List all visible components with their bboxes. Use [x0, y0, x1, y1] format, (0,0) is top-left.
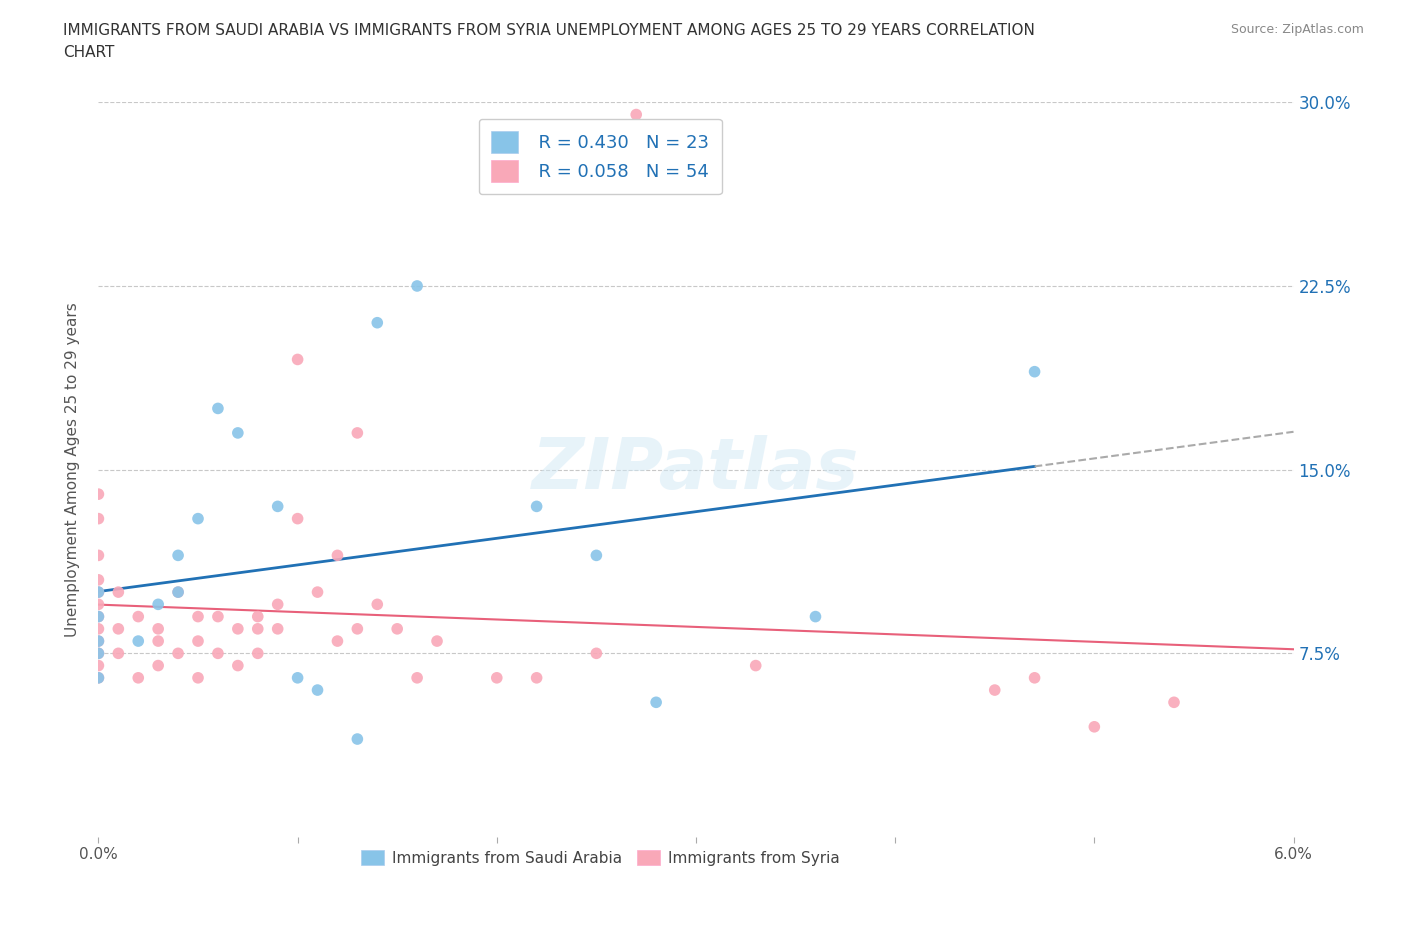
Text: ZIPatlas: ZIPatlas [533, 435, 859, 504]
Point [148, 621, 170, 636]
Point [246, 621, 269, 636]
Point [87, 658, 110, 673]
Point [148, 658, 170, 673]
Point [207, 646, 229, 661]
Point [87, 585, 110, 600]
Point [167, 585, 190, 600]
Point [226, 621, 249, 636]
Point [87, 671, 110, 685]
Point [745, 658, 768, 673]
Point [385, 621, 409, 636]
Point [87, 633, 110, 648]
Point [127, 671, 149, 685]
Point [187, 609, 209, 624]
Point [87, 573, 110, 588]
Point [87, 597, 110, 612]
Point [346, 621, 368, 636]
Point [246, 609, 269, 624]
Point [307, 683, 329, 698]
Point [167, 646, 190, 661]
Point [366, 597, 388, 612]
Point [585, 548, 607, 563]
Point [1163, 695, 1185, 710]
Point [87, 486, 110, 501]
Point [87, 548, 110, 563]
Point [287, 671, 309, 685]
Point [526, 498, 548, 513]
Point [87, 512, 110, 526]
Point [485, 671, 508, 685]
Point [187, 512, 209, 526]
Y-axis label: Unemployment Among Ages 25 to 29 years: Unemployment Among Ages 25 to 29 years [65, 302, 80, 637]
Point [406, 279, 429, 294]
Point [645, 695, 668, 710]
Point [207, 401, 229, 416]
Point [87, 646, 110, 661]
Point [804, 609, 827, 624]
Point [226, 426, 249, 441]
Point [326, 633, 349, 648]
Point [207, 609, 229, 624]
Point [1024, 365, 1046, 379]
Point [87, 633, 110, 648]
Point [287, 512, 309, 526]
Point [267, 498, 290, 513]
Point [87, 671, 110, 685]
Point [187, 671, 209, 685]
Point [346, 732, 368, 747]
Point [107, 621, 129, 636]
Text: IMMIGRANTS FROM SAUDI ARABIA VS IMMIGRANTS FROM SYRIA UNEMPLOYMENT AMONG AGES 25: IMMIGRANTS FROM SAUDI ARABIA VS IMMIGRAN… [63, 23, 1035, 38]
Point [187, 633, 209, 648]
Point [1024, 671, 1046, 685]
Point [307, 585, 329, 600]
Point [406, 671, 429, 685]
Point [526, 671, 548, 685]
Point [107, 585, 129, 600]
Point [87, 609, 110, 624]
Point [87, 585, 110, 600]
Point [167, 585, 190, 600]
Text: CHART: CHART [63, 45, 115, 60]
Point [426, 633, 449, 648]
Point [267, 597, 290, 612]
Point [267, 621, 290, 636]
Point [87, 646, 110, 661]
Point [226, 658, 249, 673]
Point [148, 597, 170, 612]
Point [366, 315, 388, 330]
Point [87, 609, 110, 624]
Legend: Immigrants from Saudi Arabia, Immigrants from Syria: Immigrants from Saudi Arabia, Immigrants… [353, 843, 848, 873]
Point [167, 548, 190, 563]
Point [287, 352, 309, 367]
Point [626, 107, 648, 122]
Point [246, 646, 269, 661]
Point [585, 646, 607, 661]
Point [87, 621, 110, 636]
Text: Source: ZipAtlas.com: Source: ZipAtlas.com [1230, 23, 1364, 36]
Point [346, 426, 368, 441]
Point [984, 683, 1007, 698]
Point [127, 609, 149, 624]
Point [127, 633, 149, 648]
Point [107, 646, 129, 661]
Point [1083, 720, 1105, 735]
Point [148, 633, 170, 648]
Point [326, 548, 349, 563]
